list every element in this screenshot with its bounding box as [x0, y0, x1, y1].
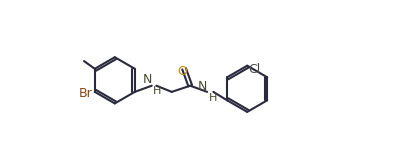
Text: N: N — [198, 80, 207, 93]
Text: Cl: Cl — [249, 63, 261, 76]
Text: H: H — [153, 86, 162, 96]
Text: N: N — [142, 73, 152, 86]
Text: O: O — [177, 65, 187, 78]
Text: H: H — [209, 93, 217, 103]
Text: Br: Br — [79, 87, 92, 100]
